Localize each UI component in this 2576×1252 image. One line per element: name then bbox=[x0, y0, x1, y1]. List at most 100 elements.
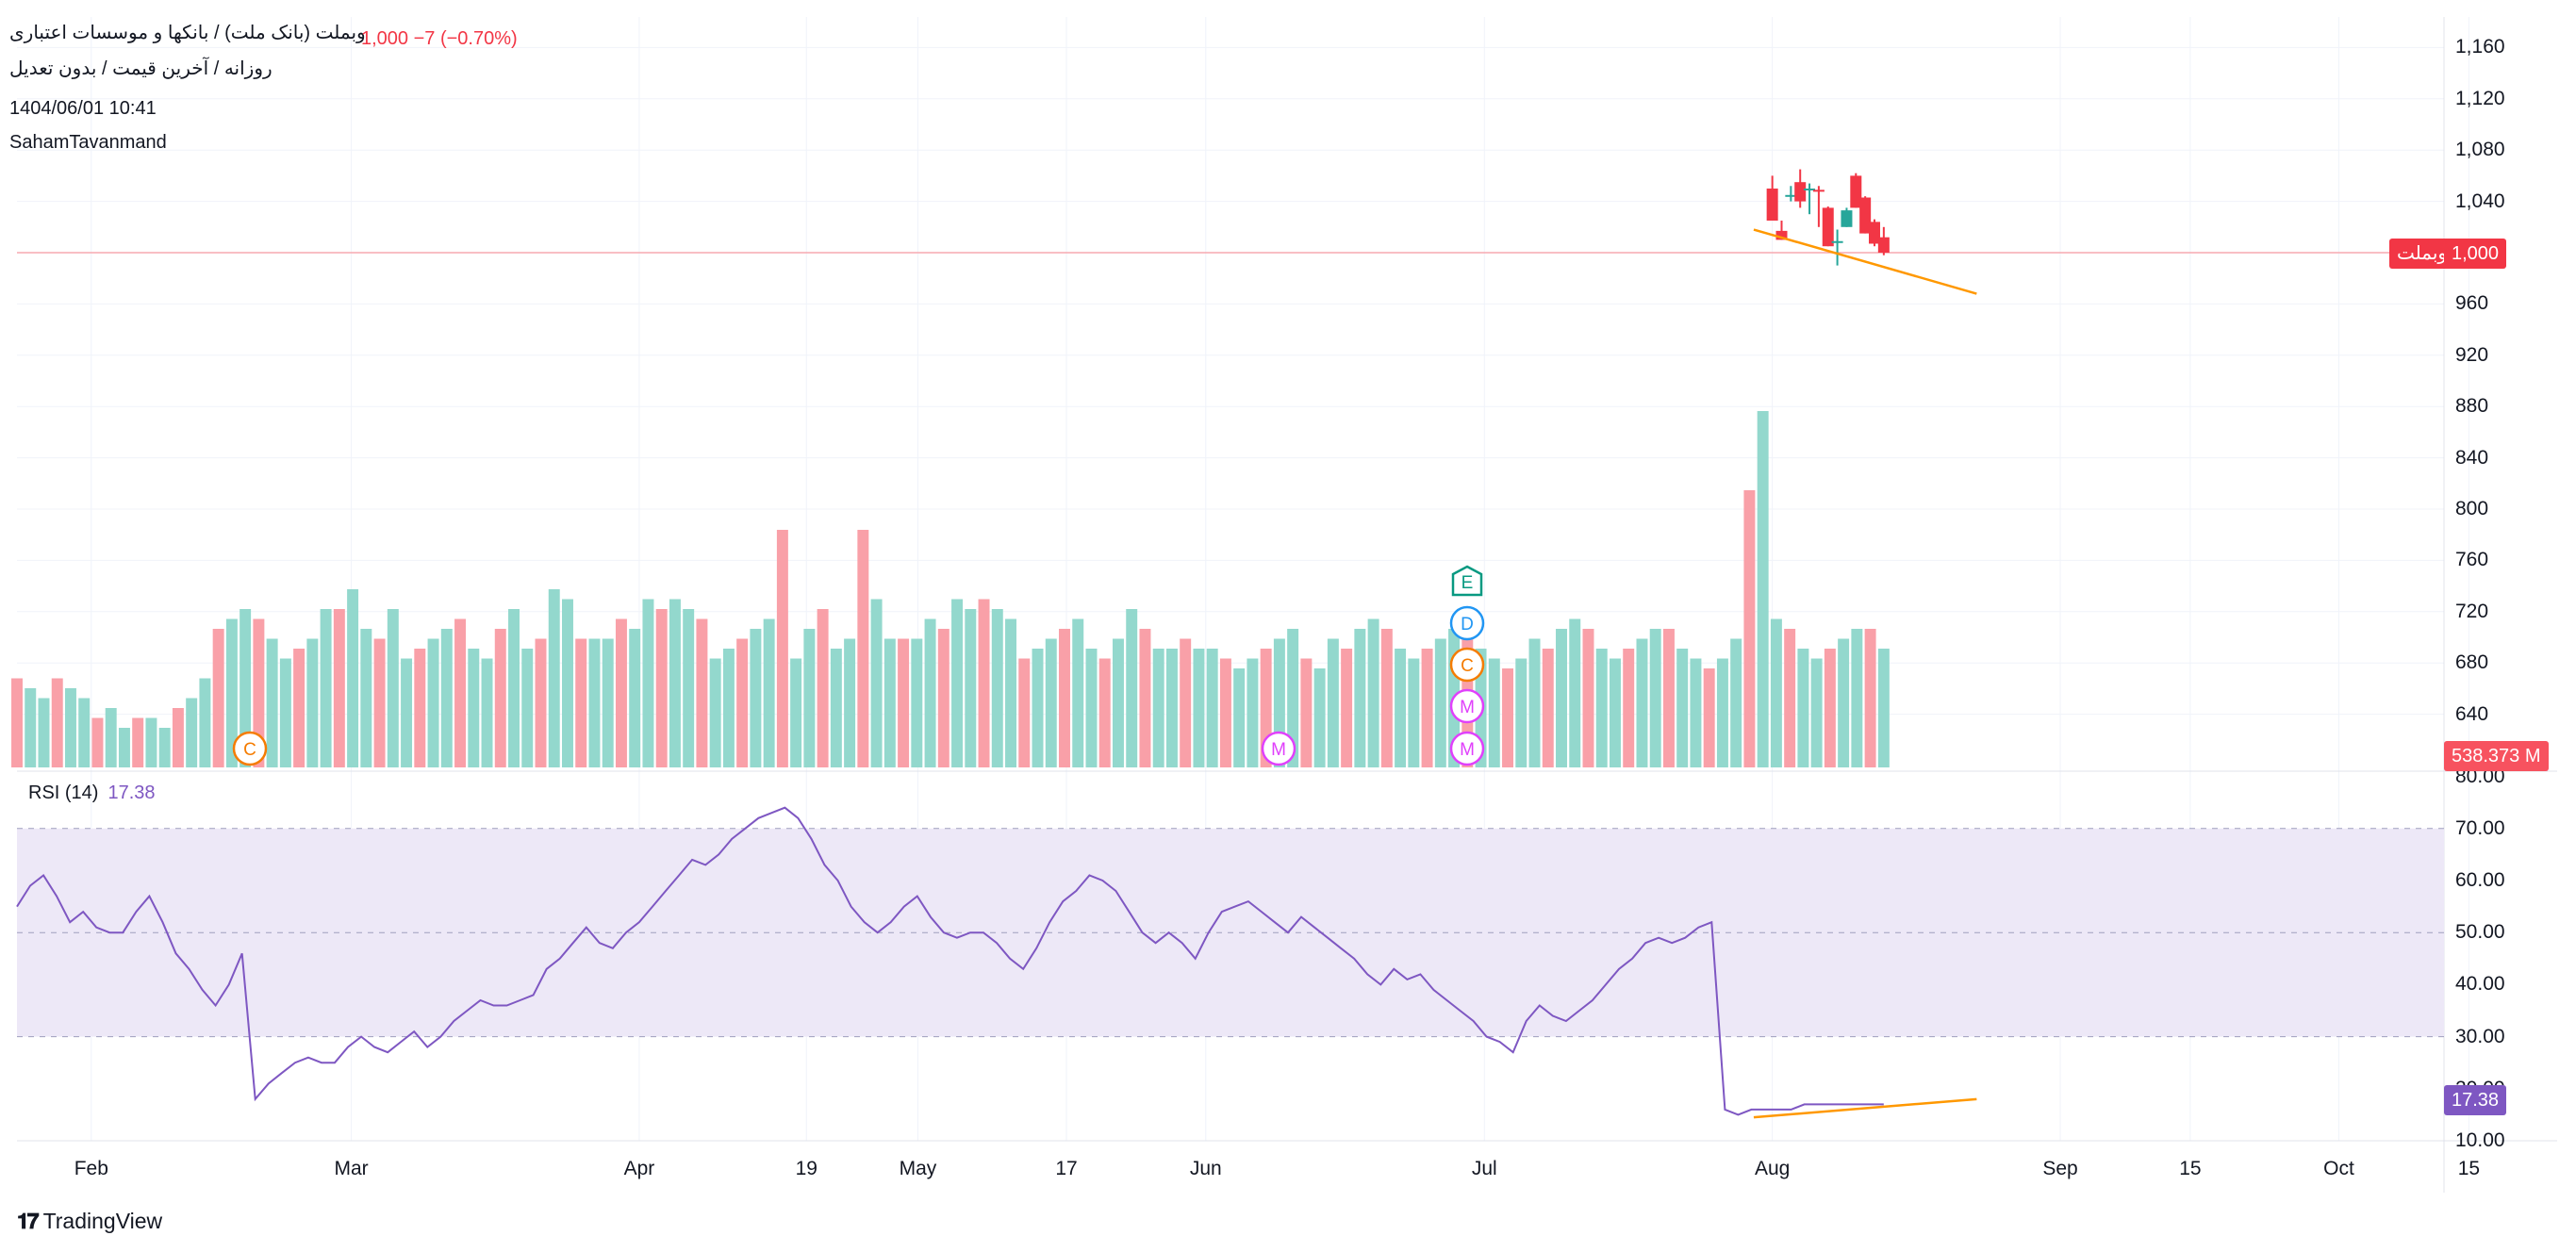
volume-bar bbox=[306, 638, 319, 767]
rsi-legend[interactable]: RSI (14) 17.38 bbox=[28, 782, 156, 804]
volume-bar bbox=[1434, 638, 1446, 767]
volume-bar bbox=[857, 530, 869, 767]
volume-bar bbox=[1569, 618, 1581, 767]
volume-bar bbox=[1341, 649, 1353, 767]
volume-bar bbox=[1488, 658, 1500, 767]
author-label: SahamTavanmand bbox=[9, 132, 167, 153]
datetime-label: 1404/06/01 10:41 bbox=[9, 98, 157, 119]
volume-bar bbox=[1877, 649, 1890, 767]
candle-body bbox=[1812, 189, 1825, 192]
candle-body bbox=[1804, 189, 1816, 190]
symbol-title[interactable]: وبملت (بانک ملت) / بانکها و موسسات اعتبا… bbox=[9, 23, 366, 43]
volume-bar bbox=[145, 717, 157, 767]
volume-bar bbox=[588, 638, 601, 767]
volume-bar bbox=[1045, 638, 1057, 767]
volume-bar bbox=[320, 609, 332, 767]
volume-bar bbox=[1864, 629, 1876, 767]
volume-bar bbox=[669, 599, 681, 767]
time-tick: 15 bbox=[2179, 1158, 2202, 1179]
volume-bar bbox=[790, 658, 802, 767]
volume-bar bbox=[615, 618, 627, 767]
volume-bar bbox=[1247, 658, 1259, 767]
volume-bar bbox=[1233, 668, 1246, 767]
volume-bar bbox=[1300, 658, 1313, 767]
candle-body bbox=[1775, 230, 1788, 240]
volume-bar bbox=[11, 678, 23, 767]
event-markers[interactable]: C M E D C M M bbox=[232, 565, 1485, 766]
event-marker bbox=[232, 731, 268, 766]
volume-bar bbox=[253, 618, 265, 767]
volume-bar bbox=[1193, 649, 1205, 767]
price-tick: 1,160 bbox=[2455, 36, 2505, 58]
volume-bar bbox=[750, 629, 762, 767]
volume-bar bbox=[562, 599, 573, 767]
volume-bar bbox=[51, 678, 63, 767]
volume-bar bbox=[1072, 618, 1084, 767]
volume-bar bbox=[736, 638, 749, 767]
volume-bar bbox=[468, 649, 480, 767]
price-tick: 880 bbox=[2455, 395, 2489, 418]
event-marker bbox=[1449, 731, 1485, 766]
volume-bar bbox=[1636, 638, 1648, 767]
candle-body bbox=[1822, 207, 1834, 247]
volume-bar bbox=[870, 599, 883, 767]
rsi-band bbox=[17, 828, 2444, 1038]
candle-body bbox=[1794, 182, 1807, 202]
volume-bar bbox=[1112, 638, 1124, 767]
time-tick: Sep bbox=[2042, 1158, 2078, 1179]
volume-bar bbox=[1327, 638, 1339, 767]
volume-bar bbox=[1502, 668, 1514, 767]
event-marker-label: M bbox=[1460, 740, 1475, 760]
time-tick: Oct bbox=[2323, 1158, 2354, 1179]
event-marker-label: M bbox=[1271, 740, 1286, 760]
volume-bar bbox=[279, 658, 291, 767]
rsi-value: 17.38 bbox=[107, 782, 156, 803]
price-change: 1,000 −7 (−0.70%) bbox=[361, 28, 518, 49]
price-tick: 1,120 bbox=[2455, 87, 2505, 109]
event-marker bbox=[1261, 731, 1296, 766]
event-marker-label: D bbox=[1461, 615, 1474, 634]
price-tick: 840 bbox=[2455, 446, 2489, 469]
volume-bar bbox=[1730, 638, 1742, 767]
volume-bar bbox=[38, 698, 50, 767]
volume-bar bbox=[1273, 638, 1285, 767]
tradingview-logo-icon: 𝟏𝟕 bbox=[17, 1209, 40, 1233]
volume-bar bbox=[709, 658, 721, 767]
volume-bar bbox=[1380, 629, 1393, 767]
event-marker-label: M bbox=[1460, 698, 1475, 717]
volume-bar bbox=[629, 629, 641, 767]
volume-bar bbox=[1810, 658, 1823, 767]
volume-bar bbox=[844, 638, 856, 767]
volume-bar bbox=[1743, 490, 1756, 767]
volume-bar bbox=[1139, 629, 1151, 767]
volume-bar bbox=[1421, 649, 1433, 767]
price-trendline bbox=[1753, 228, 1977, 295]
volume-bar bbox=[1005, 618, 1017, 767]
volume-bar bbox=[1287, 629, 1299, 767]
event-marker-label: E bbox=[1461, 573, 1474, 593]
rsi-tag: 17.38 bbox=[2444, 1085, 2507, 1115]
tradingview-logo[interactable]: 𝟏𝟕 TradingView bbox=[17, 1209, 162, 1234]
time-tick: Mar bbox=[334, 1158, 369, 1179]
volume-bar bbox=[508, 609, 520, 767]
volume-bar bbox=[883, 638, 896, 767]
volume-bar bbox=[1784, 629, 1796, 767]
volume-bar bbox=[1824, 649, 1836, 767]
volume-bar bbox=[898, 638, 910, 767]
volume-bar bbox=[1623, 649, 1635, 767]
volume-bar bbox=[722, 649, 735, 767]
volume-bar bbox=[266, 638, 278, 767]
volume-bar bbox=[1757, 411, 1769, 767]
volume-bar bbox=[118, 728, 130, 767]
volume-bar bbox=[239, 609, 252, 767]
rsi-trendline bbox=[1753, 1097, 1977, 1119]
volume-bar bbox=[1582, 629, 1594, 767]
time-tick: Aug bbox=[1754, 1158, 1791, 1179]
time-tick: Jul bbox=[1471, 1158, 1497, 1179]
volume-bar bbox=[763, 618, 775, 767]
volume-bar bbox=[1085, 649, 1098, 767]
volume-bar bbox=[427, 638, 439, 767]
time-tick: Feb bbox=[74, 1158, 108, 1179]
volume-tag: 538.373 M bbox=[2444, 741, 2549, 771]
